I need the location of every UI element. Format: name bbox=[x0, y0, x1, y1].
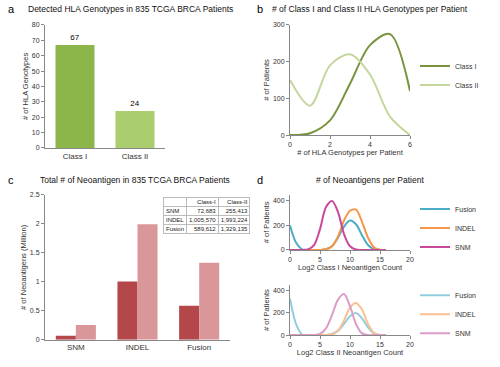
svg-text:200: 200 bbox=[273, 309, 285, 316]
svg-text:# of Patients: # of Patients bbox=[262, 289, 271, 331]
svg-text:Class I: Class I bbox=[455, 63, 476, 70]
svg-text:6: 6 bbox=[408, 141, 412, 148]
html-text:Fusion: Fusion bbox=[166, 226, 184, 232]
svg-text:2: 2 bbox=[36, 220, 40, 227]
svg-text:200: 200 bbox=[273, 222, 285, 229]
svg-text:# of Neoantigens (Million): # of Neoantigens (Million) bbox=[19, 224, 28, 310]
svg-text:400: 400 bbox=[273, 287, 285, 294]
svg-text:0: 0 bbox=[281, 246, 285, 253]
svg-text:Class I: Class I bbox=[63, 152, 87, 161]
svg-text:2: 2 bbox=[328, 141, 332, 148]
svg-text:Fusion: Fusion bbox=[455, 206, 476, 213]
svg-text:b: b bbox=[257, 3, 263, 15]
html-text:255,413: 255,413 bbox=[225, 208, 248, 214]
svg-text:1: 1 bbox=[36, 278, 40, 285]
svg-text:0.5: 0.5 bbox=[30, 307, 40, 314]
svg-text:SNM: SNM bbox=[67, 343, 85, 352]
svg-text:20: 20 bbox=[406, 341, 414, 348]
svg-text:0: 0 bbox=[281, 132, 285, 139]
svg-text:40: 40 bbox=[32, 83, 40, 90]
svg-text:20: 20 bbox=[406, 256, 414, 263]
svg-text:0: 0 bbox=[288, 256, 292, 263]
svg-text:# of Patients: # of Patients bbox=[262, 201, 271, 243]
svg-text:10: 10 bbox=[346, 256, 354, 263]
svg-text:100: 100 bbox=[273, 95, 285, 102]
svg-text:INDEL: INDEL bbox=[455, 311, 476, 318]
svg-text:50: 50 bbox=[32, 68, 40, 75]
html-text:SNM: SNM bbox=[166, 208, 180, 214]
svg-text:# of HLA Genotypes per Patient: # of HLA Genotypes per Patient bbox=[297, 148, 403, 157]
svg-text:Class II: Class II bbox=[455, 82, 478, 89]
svg-text:# of Patients: # of Patients bbox=[262, 59, 271, 101]
svg-text:# of Class I and Class II HLA: # of Class I and Class II HLA Genotypes … bbox=[272, 4, 468, 14]
html-text:72,683: 72,683 bbox=[197, 208, 216, 214]
svg-text:a: a bbox=[8, 3, 15, 15]
svg-text:1.5: 1.5 bbox=[30, 249, 40, 256]
svg-text:5: 5 bbox=[318, 256, 322, 263]
svg-text:24: 24 bbox=[130, 99, 139, 108]
svg-text:Total # of Neoantigen in 835 T: Total # of Neoantigen in 835 TCGA BRCA P… bbox=[40, 175, 230, 185]
svg-text:0: 0 bbox=[288, 141, 292, 148]
svg-text:20: 20 bbox=[32, 114, 40, 121]
svg-text:d: d bbox=[257, 174, 263, 186]
svg-text:SNM: SNM bbox=[455, 330, 471, 337]
html-text:589,612: 589,612 bbox=[194, 226, 216, 232]
svg-text:c: c bbox=[8, 174, 14, 186]
svg-text:0: 0 bbox=[288, 341, 292, 348]
svg-text:10: 10 bbox=[346, 341, 354, 348]
html-text:INDEL: INDEL bbox=[166, 217, 184, 223]
html-text:Class-I: Class-I bbox=[197, 199, 216, 205]
html-text:1,329,135: 1,329,135 bbox=[220, 226, 248, 232]
svg-text:INDEL: INDEL bbox=[455, 225, 476, 232]
svg-text:Log2 Class I Neoantigen Count: Log2 Class I Neoantigen Count bbox=[298, 263, 403, 272]
svg-text:400: 400 bbox=[273, 197, 285, 204]
svg-text:300: 300 bbox=[273, 21, 285, 28]
svg-text:Fusion: Fusion bbox=[187, 343, 211, 352]
svg-text:SNM: SNM bbox=[455, 244, 471, 251]
svg-text:70: 70 bbox=[32, 37, 40, 44]
svg-text:67: 67 bbox=[70, 33, 79, 42]
svg-text:Class II: Class II bbox=[122, 152, 149, 161]
svg-text:0: 0 bbox=[36, 144, 40, 151]
svg-text:# of Neoantigens per Patient: # of Neoantigens per Patient bbox=[316, 175, 424, 185]
svg-text:15: 15 bbox=[376, 341, 384, 348]
svg-text:15: 15 bbox=[376, 256, 384, 263]
svg-text:30: 30 bbox=[32, 98, 40, 105]
svg-text:# of HLA Genotypes: # of HLA Genotypes bbox=[21, 53, 30, 120]
svg-text:60: 60 bbox=[32, 52, 40, 59]
html-text:1,005,570: 1,005,570 bbox=[189, 217, 216, 223]
svg-text:10: 10 bbox=[32, 129, 40, 136]
svg-text:0: 0 bbox=[281, 332, 285, 339]
svg-text:Detected HLA Genotypes in 835: Detected HLA Genotypes in 835 TCGA BRCA … bbox=[28, 4, 233, 14]
svg-text:Log2 Class II Neoantigen Count: Log2 Class II Neoantigen Count bbox=[297, 348, 404, 357]
svg-text:0: 0 bbox=[36, 336, 40, 343]
html-text:1,993,224: 1,993,224 bbox=[220, 217, 248, 223]
svg-text:INDEL: INDEL bbox=[126, 343, 150, 352]
svg-text:5: 5 bbox=[318, 341, 322, 348]
html-text:Class-II: Class-II bbox=[227, 199, 248, 205]
svg-text:2.5: 2.5 bbox=[30, 191, 40, 198]
svg-text:80: 80 bbox=[32, 21, 40, 28]
svg-text:4: 4 bbox=[368, 141, 372, 148]
svg-text:Fusion: Fusion bbox=[455, 292, 476, 299]
svg-text:200: 200 bbox=[273, 58, 285, 65]
